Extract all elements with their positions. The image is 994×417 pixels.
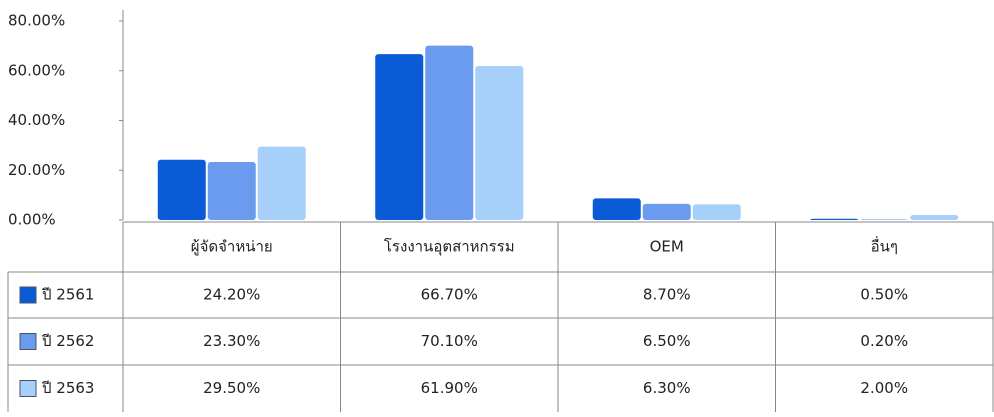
table-cell: 0.20% bbox=[860, 332, 908, 350]
category-label: โรงงานอุตสาหกรรม bbox=[384, 238, 515, 257]
table-cell: 0.50% bbox=[860, 286, 908, 304]
table-cell: 6.50% bbox=[643, 332, 691, 350]
table-cell: 6.30% bbox=[643, 379, 691, 397]
category-label: OEM bbox=[650, 238, 684, 256]
bar bbox=[910, 215, 959, 220]
legend-swatch bbox=[19, 380, 37, 397]
bar bbox=[692, 204, 741, 220]
table-cell: 66.70% bbox=[421, 286, 478, 304]
bar bbox=[475, 66, 524, 221]
bar bbox=[592, 198, 641, 220]
bar bbox=[207, 162, 256, 220]
table-cell: 8.70% bbox=[643, 286, 691, 304]
table-cell: 23.30% bbox=[203, 332, 260, 350]
bar bbox=[257, 146, 306, 220]
legend-label: ปี 2563 bbox=[41, 379, 94, 397]
category-label: อื่นๆ bbox=[871, 236, 898, 256]
table-cell: 29.50% bbox=[203, 379, 260, 397]
y-tick-label: 40.00% bbox=[8, 111, 65, 129]
bar bbox=[642, 203, 691, 220]
table-cell: 70.10% bbox=[421, 332, 478, 350]
bar bbox=[425, 45, 474, 220]
category-label: ผู้จัดจำหน่าย bbox=[191, 238, 273, 256]
table-cell: 2.00% bbox=[860, 379, 908, 397]
bar bbox=[810, 218, 859, 220]
table-cell: 61.90% bbox=[421, 379, 478, 397]
bar bbox=[375, 54, 424, 220]
legend-label: ปี 2561 bbox=[41, 286, 94, 304]
y-tick-label: 20.00% bbox=[8, 161, 65, 179]
y-tick-label: 60.00% bbox=[8, 61, 65, 79]
legend-swatch bbox=[19, 286, 37, 304]
legend-label: ปี 2562 bbox=[41, 332, 94, 350]
y-tick-label: 80.00% bbox=[8, 12, 65, 30]
table-cell: 24.20% bbox=[203, 286, 260, 304]
bar bbox=[157, 159, 206, 220]
y-tick-label: 0.00% bbox=[8, 211, 56, 229]
legend-swatch bbox=[19, 333, 37, 350]
